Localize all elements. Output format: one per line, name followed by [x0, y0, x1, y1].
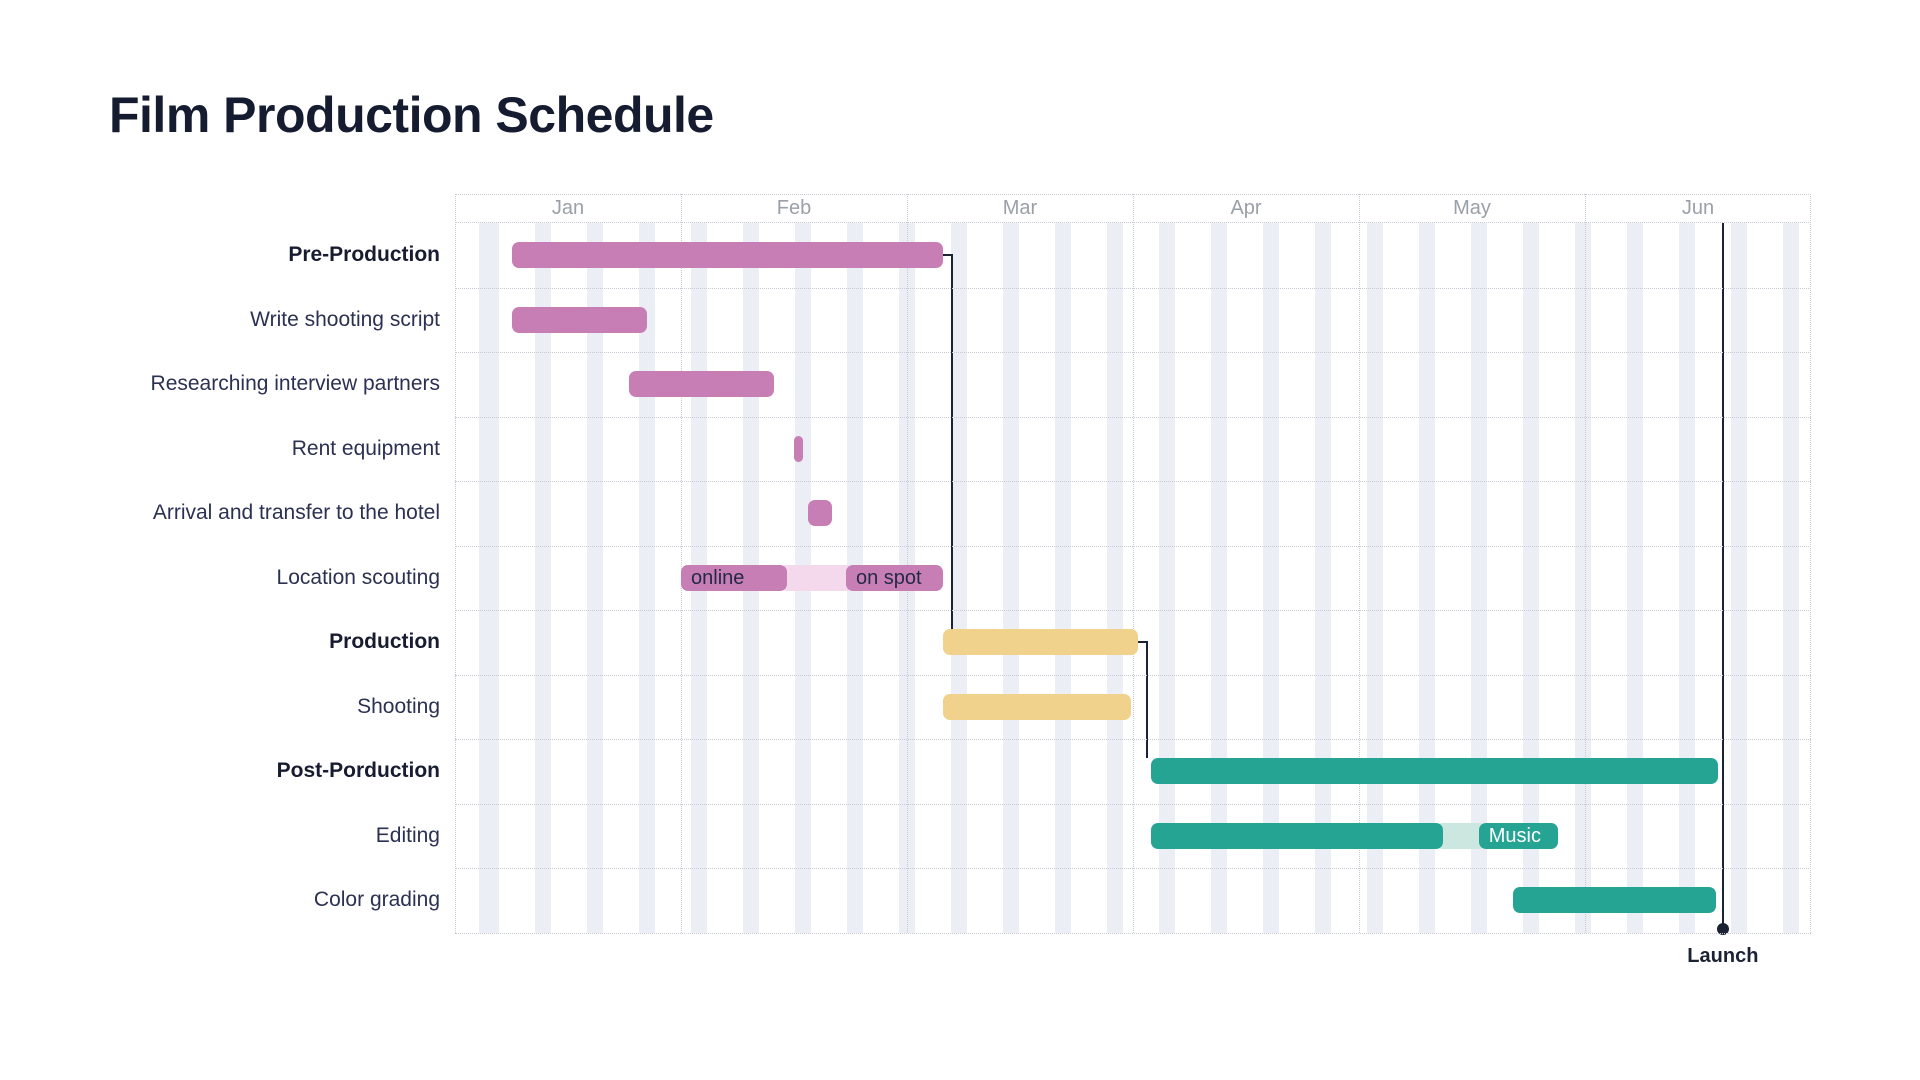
task-label: Location scouting [276, 565, 440, 589]
gantt-bar-segment: online [681, 564, 788, 591]
gantt-bar-segment [511, 242, 944, 269]
task-label: Arrival and transfer to the hotel [152, 501, 440, 525]
month-gridline [681, 194, 682, 933]
gantt-bar-segment: on spot [845, 564, 944, 591]
row-gridline [455, 352, 1811, 353]
task-label: Color grading [313, 888, 440, 912]
task-label: Rent equipment [291, 436, 440, 460]
row-gridline [455, 803, 1811, 805]
month-gridline [1585, 194, 1586, 933]
task-label: Pre-Production [288, 243, 440, 267]
gantt-bar-segment [1151, 822, 1443, 849]
row-gridline [455, 932, 1811, 934]
task-label: Shooting [357, 694, 440, 718]
task-label: Production [329, 630, 440, 654]
month-label: Jun [1681, 197, 1715, 219]
gantt-bar-segment [1151, 758, 1719, 785]
month-gridline [907, 194, 908, 933]
bar-label: online [691, 566, 745, 589]
gantt-bar-segment: Music [1478, 822, 1558, 849]
task-label: Editing [375, 823, 440, 847]
month-gridline [1133, 194, 1134, 933]
gantt-bar-light-segment [780, 564, 853, 591]
row-gridline [455, 739, 1811, 740]
month-label: Mar [1002, 197, 1038, 219]
task-label: Write shooting script [250, 307, 440, 331]
month-label: Feb [776, 197, 812, 219]
bar-label: Music [1488, 824, 1541, 847]
gantt-bar-segment [807, 500, 833, 527]
row-gridline [455, 610, 1811, 611]
milestone-dot [1716, 923, 1729, 935]
page-title: Film Production Schedule [109, 87, 714, 143]
month-gridline [1359, 194, 1360, 933]
chart-right-border [1810, 194, 1811, 933]
gantt-chart: Jan Feb Mar Apr May Jun online on spot Music Lau… [455, 194, 1811, 967]
gantt-bar-segment [943, 693, 1131, 720]
month-label: Jan [551, 197, 585, 219]
gantt-bar-segment [943, 629, 1138, 656]
dependency-connector [1137, 641, 1148, 759]
dependency-connector [943, 254, 954, 630]
milestone-label: Launch [1687, 945, 1759, 967]
gantt-bar-segment [1512, 887, 1717, 914]
gantt-bar-segment [511, 306, 648, 333]
gantt-bar-segment [629, 371, 774, 398]
chart-left-border [455, 194, 456, 933]
row-gridline [455, 674, 1811, 676]
task-label: Post-Porduction [276, 759, 440, 783]
bar-label: on spot [855, 566, 922, 589]
row-gridline [455, 868, 1811, 869]
gantt-bar-light-segment [1435, 822, 1486, 849]
row-gridline [455, 287, 1811, 289]
month-label: May [1453, 197, 1491, 219]
milestone-line [1721, 223, 1724, 927]
row-gridline [455, 416, 1811, 418]
month-label: Apr [1230, 197, 1262, 219]
row-gridline [455, 545, 1811, 547]
gantt-bar-segment [794, 435, 804, 462]
task-label: Researching interview partners [150, 372, 440, 396]
row-gridline [455, 481, 1811, 482]
